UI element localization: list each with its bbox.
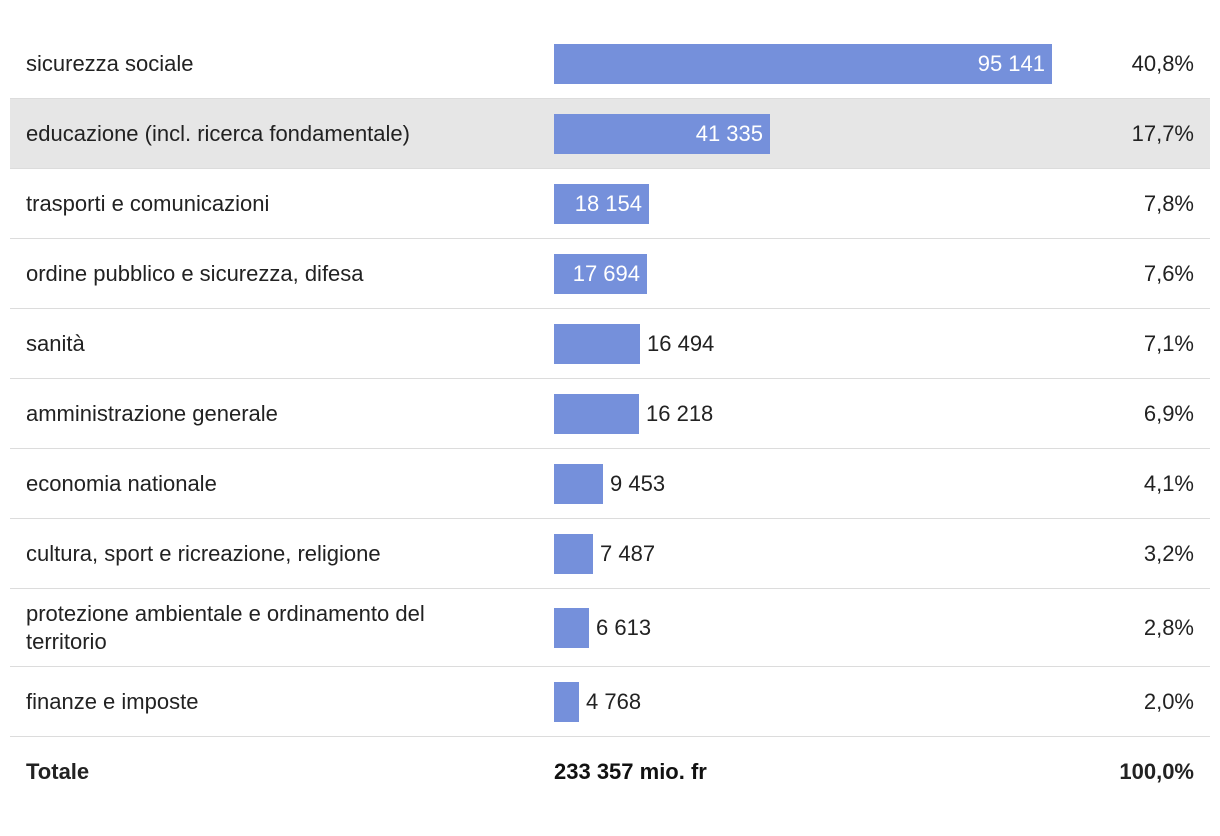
bar (554, 43, 1052, 84)
share-label: 2,0% (1143, 688, 1194, 714)
share-label: 17,7% (1131, 120, 1194, 146)
bar-cell: 9 453 (554, 449, 1094, 518)
value-label: 16 494 (647, 330, 715, 356)
bar (554, 183, 649, 224)
category-label: ordine pubblico e sicurezza, difesa (26, 260, 364, 286)
share-label: 7,6% (1143, 260, 1194, 286)
bar-cell: 17 694 (554, 239, 1094, 308)
bar-cell: 41 335 (554, 99, 1094, 168)
total-label: Totale (26, 759, 90, 784)
bar-cell: 6 613 (554, 589, 1094, 666)
share-label: 40,8% (1131, 50, 1194, 76)
category-label: economia nationale (26, 470, 217, 496)
category-label: educazione (incl. ricerca fondamentale) (26, 120, 410, 146)
bar-cell: 16 494 (554, 309, 1094, 378)
table-row: trasporti e comunicazioni 18 154 7,8% (10, 169, 1210, 239)
bar (554, 463, 603, 504)
category-label: cultura, sport e ricreazione, religione (26, 540, 381, 566)
value-label: 9 453 (610, 470, 666, 496)
bar-cell: 4 768 (554, 667, 1094, 736)
share-label: 7,8% (1143, 190, 1194, 216)
share-label: 7,1% (1143, 330, 1194, 356)
value-label: 95 141 (977, 50, 1045, 76)
table-row: cultura, sport e ricreazione, religione 7… (10, 519, 1210, 589)
value-label: 16 218 (646, 400, 714, 426)
table-row: amministrazione generale 16 218 6,9% (10, 379, 1210, 449)
category-label: sicurezza sociale (26, 50, 194, 76)
bar (554, 681, 579, 722)
bar (554, 253, 647, 294)
bar (554, 607, 589, 648)
bar-cell: 16 218 (554, 379, 1094, 448)
share-label: 4,1% (1143, 470, 1194, 496)
value-label: 4 768 (586, 688, 642, 714)
table-row: ordine pubblico e sicurezza, difesa 17 69… (10, 239, 1210, 309)
value-label: 18 154 (574, 190, 642, 216)
category-label: amministrazione generale (26, 400, 278, 426)
total-value: 233 357 mio. fr (554, 759, 707, 784)
total-share: 100,0% (1119, 759, 1194, 784)
bar-cell: 18 154 (554, 169, 1094, 238)
bar-cell: 7 487 (554, 519, 1094, 588)
bar (554, 113, 770, 154)
category-label: sanità (26, 330, 85, 356)
category-label: trasporti e comunicazioni (26, 190, 270, 216)
category-label: protezione ambientale e ordinamento del … (26, 600, 425, 654)
total-row: Totale 233 357 mio. fr 100,0% (10, 737, 1210, 807)
table-row: sanità 16 494 7,1% (10, 309, 1210, 379)
category-label: finanze e imposte (26, 688, 199, 714)
table-row: educazione (incl. ricerca fondamentale) 4… (10, 99, 1210, 169)
share-label: 6,9% (1143, 400, 1194, 426)
share-label: 3,2% (1143, 540, 1194, 566)
bar (554, 323, 640, 364)
expenditure-table: sicurezza sociale 95 141 40,8% educazione (… (10, 29, 1210, 807)
value-label: 17 694 (572, 260, 640, 286)
table-row: sicurezza sociale 95 141 40,8% (10, 29, 1210, 99)
bar (554, 533, 593, 574)
share-label: 2,8% (1143, 614, 1194, 640)
table-row: protezione ambientale e ordinamento del … (10, 589, 1210, 667)
bar-cell: 95 141 (554, 29, 1094, 98)
bar (554, 393, 639, 434)
value-label: 6 613 (596, 614, 652, 640)
table-row: finanze e imposte 4 768 2,0% (10, 667, 1210, 737)
value-label: 41 335 (695, 120, 763, 146)
table-row: economia nationale 9 453 4,1% (10, 449, 1210, 519)
value-label: 7 487 (600, 540, 656, 566)
